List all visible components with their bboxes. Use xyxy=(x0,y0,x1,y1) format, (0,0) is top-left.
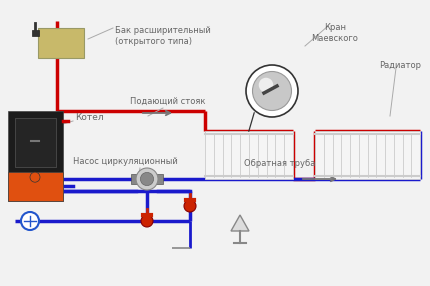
FancyBboxPatch shape xyxy=(131,174,163,184)
FancyBboxPatch shape xyxy=(8,111,63,201)
Text: Радиатор: Радиатор xyxy=(379,61,421,71)
Text: Подающий стояк: Подающий стояк xyxy=(130,97,206,106)
Text: Кран
Маевского: Кран Маевского xyxy=(312,23,359,43)
Circle shape xyxy=(259,78,273,92)
Circle shape xyxy=(141,215,153,227)
Circle shape xyxy=(141,172,154,186)
Circle shape xyxy=(21,212,39,230)
Text: Обратная труба: Обратная труба xyxy=(244,159,316,168)
FancyBboxPatch shape xyxy=(38,28,84,58)
Circle shape xyxy=(136,168,158,190)
FancyBboxPatch shape xyxy=(15,118,56,167)
Circle shape xyxy=(30,172,40,182)
Text: Котел: Котел xyxy=(75,114,104,122)
FancyBboxPatch shape xyxy=(315,131,420,179)
FancyBboxPatch shape xyxy=(8,172,63,201)
Polygon shape xyxy=(231,215,249,231)
Circle shape xyxy=(184,200,196,212)
FancyBboxPatch shape xyxy=(205,131,293,179)
FancyBboxPatch shape xyxy=(32,30,39,36)
Text: Насос циркуляционный: Насос циркуляционный xyxy=(73,157,177,166)
Circle shape xyxy=(246,65,298,117)
Circle shape xyxy=(252,72,292,110)
Text: Бак расширительный
(открытого типа): Бак расширительный (открытого типа) xyxy=(115,26,211,46)
